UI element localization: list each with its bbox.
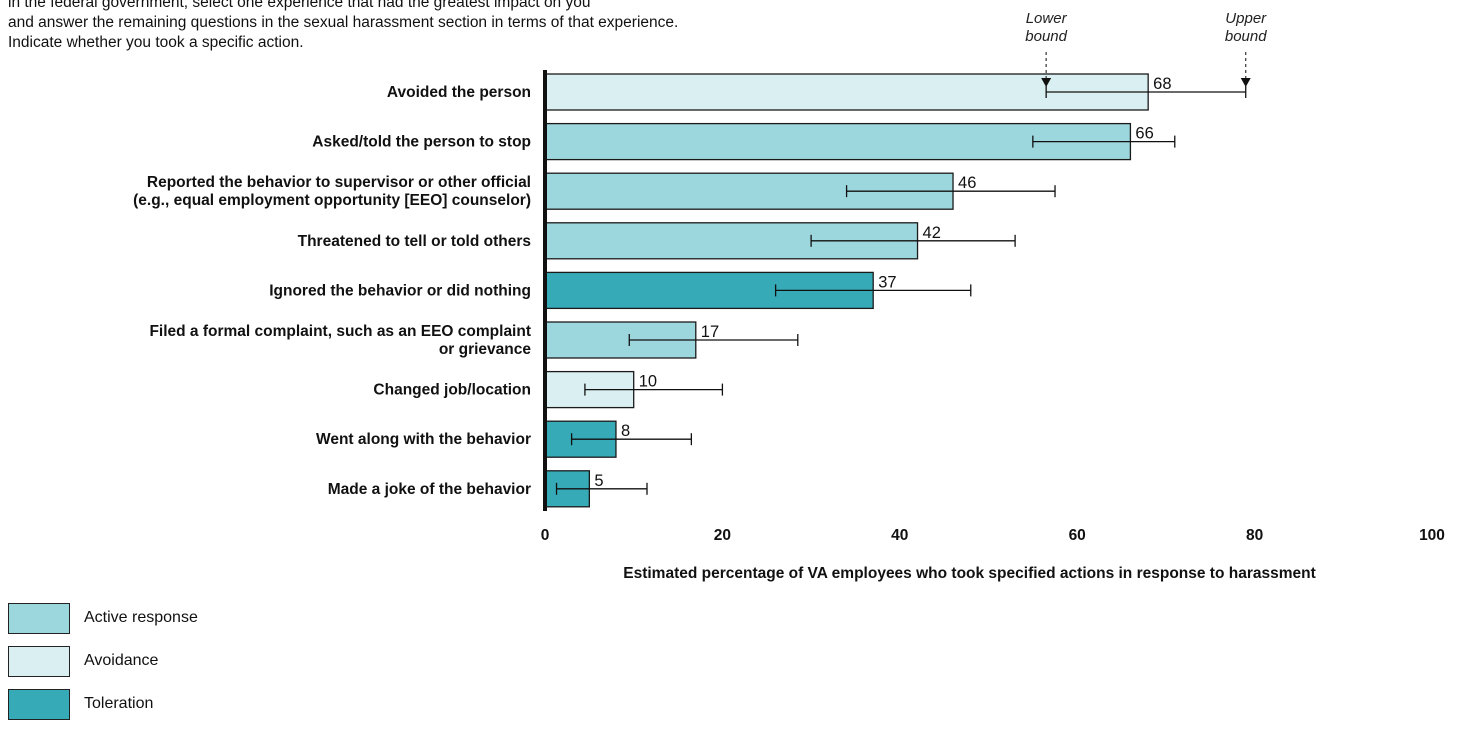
legend-item-avoidance: Avoidance (8, 644, 198, 678)
category-label: Went along with the behavior (316, 431, 531, 448)
intro-text: in the federal government, select one ex… (8, 0, 848, 53)
data-label: 46 (958, 174, 976, 192)
x-tick-label: 20 (714, 527, 731, 544)
x-tick-label: 60 (1069, 527, 1086, 544)
data-label: 37 (878, 273, 896, 291)
category-label: Threatened to tell or told others (298, 233, 531, 250)
data-label: 68 (1153, 75, 1171, 93)
data-label: 66 (1135, 125, 1153, 143)
x-tick-label: 100 (1419, 527, 1445, 544)
x-axis-title: Estimated percentage of VA employees who… (623, 565, 1316, 582)
data-label: 5 (594, 472, 603, 490)
legend-item-toleration: Toleration (8, 687, 198, 721)
category-label: (e.g., equal employment opportunity [EEO… (133, 192, 531, 209)
category-label: Ignored the behavior or did nothing (269, 282, 531, 299)
legend-label-toleration: Toleration (84, 695, 154, 712)
legend-swatch-toleration (8, 688, 70, 720)
category-label: or grievance (439, 341, 532, 358)
category-label: Changed job/location (373, 382, 531, 399)
data-label: 8 (621, 422, 630, 440)
data-label: 10 (639, 373, 657, 391)
data-label: 42 (923, 224, 941, 242)
category-label: Asked/told the person to stop (312, 134, 531, 151)
x-tick-label: 40 (891, 527, 908, 544)
lower-bound-arrowhead (1041, 78, 1052, 87)
legend-label-avoidance: Avoidance (84, 652, 159, 669)
category-label: Filed a formal complaint, such as an EEO… (149, 323, 531, 340)
legend-swatch-active (8, 602, 70, 634)
category-label: Avoided the person (387, 84, 531, 101)
intro-line: Indicate whether you took a specific act… (8, 34, 304, 51)
legend-label-active: Active response (84, 609, 198, 626)
legend-swatch-avoidance (8, 645, 70, 677)
bar-chart: 68 Avoided the person 66 Asked/told the per… (133, 10, 1445, 582)
category-label: Made a joke of the behavior (328, 481, 531, 498)
intro-line: in the federal government, select one ex… (8, 0, 591, 11)
upper-bound-label: Upper (1225, 10, 1267, 27)
intro-line: and answer the remaining questions in th… (8, 14, 679, 31)
lower-bound-label: Lower (1026, 10, 1068, 27)
x-tick-label: 0 (541, 527, 550, 544)
upper-bound-arrowhead (1240, 78, 1251, 87)
legend-item-active: Active response (8, 601, 198, 635)
category-label: Reported the behavior to supervisor or o… (147, 174, 531, 191)
legend: Active response Avoidance Toleration (8, 601, 198, 730)
x-tick-label: 80 (1246, 527, 1263, 544)
data-label: 17 (701, 323, 719, 341)
upper-bound-label: bound (1225, 28, 1267, 45)
lower-bound-label: bound (1025, 28, 1067, 45)
